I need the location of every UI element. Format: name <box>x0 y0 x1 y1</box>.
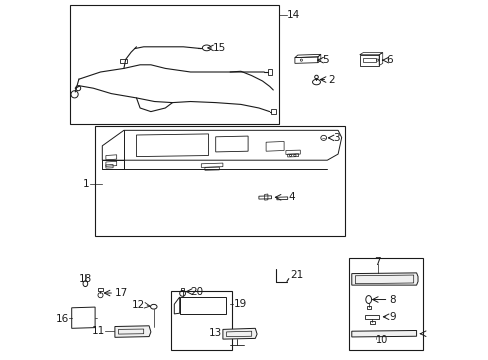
Bar <box>98 288 102 291</box>
Bar <box>348 258 422 350</box>
Polygon shape <box>223 328 257 339</box>
Text: 14: 14 <box>286 10 300 20</box>
Text: 4: 4 <box>288 192 294 202</box>
Polygon shape <box>115 326 151 337</box>
Bar <box>70 5 278 124</box>
Text: 16: 16 <box>56 314 69 324</box>
Text: 5: 5 <box>322 55 328 65</box>
Text: 18: 18 <box>79 274 92 284</box>
Text: 12: 12 <box>132 300 145 310</box>
Bar <box>271 109 275 114</box>
Text: 1: 1 <box>82 179 89 189</box>
Bar <box>95 126 345 236</box>
Bar <box>369 321 374 324</box>
Text: 17: 17 <box>115 288 128 298</box>
Text: 7: 7 <box>373 257 380 267</box>
Bar <box>170 291 231 350</box>
Text: 10: 10 <box>375 335 387 345</box>
Text: 6: 6 <box>386 55 392 65</box>
Text: 20: 20 <box>190 287 203 297</box>
Bar <box>267 69 272 75</box>
Text: 11: 11 <box>92 326 105 336</box>
Text: 2: 2 <box>328 75 334 85</box>
Polygon shape <box>351 330 416 337</box>
Text: 3: 3 <box>333 133 339 143</box>
Polygon shape <box>351 273 417 285</box>
Text: 13: 13 <box>208 328 222 338</box>
Bar <box>120 59 127 63</box>
Text: 8: 8 <box>389 294 395 305</box>
Text: 9: 9 <box>389 312 395 322</box>
Text: 19: 19 <box>233 299 246 309</box>
Text: 15: 15 <box>212 43 225 53</box>
Text: 21: 21 <box>289 270 303 280</box>
Bar <box>365 315 379 319</box>
Bar <box>181 288 184 291</box>
Bar <box>366 306 370 309</box>
